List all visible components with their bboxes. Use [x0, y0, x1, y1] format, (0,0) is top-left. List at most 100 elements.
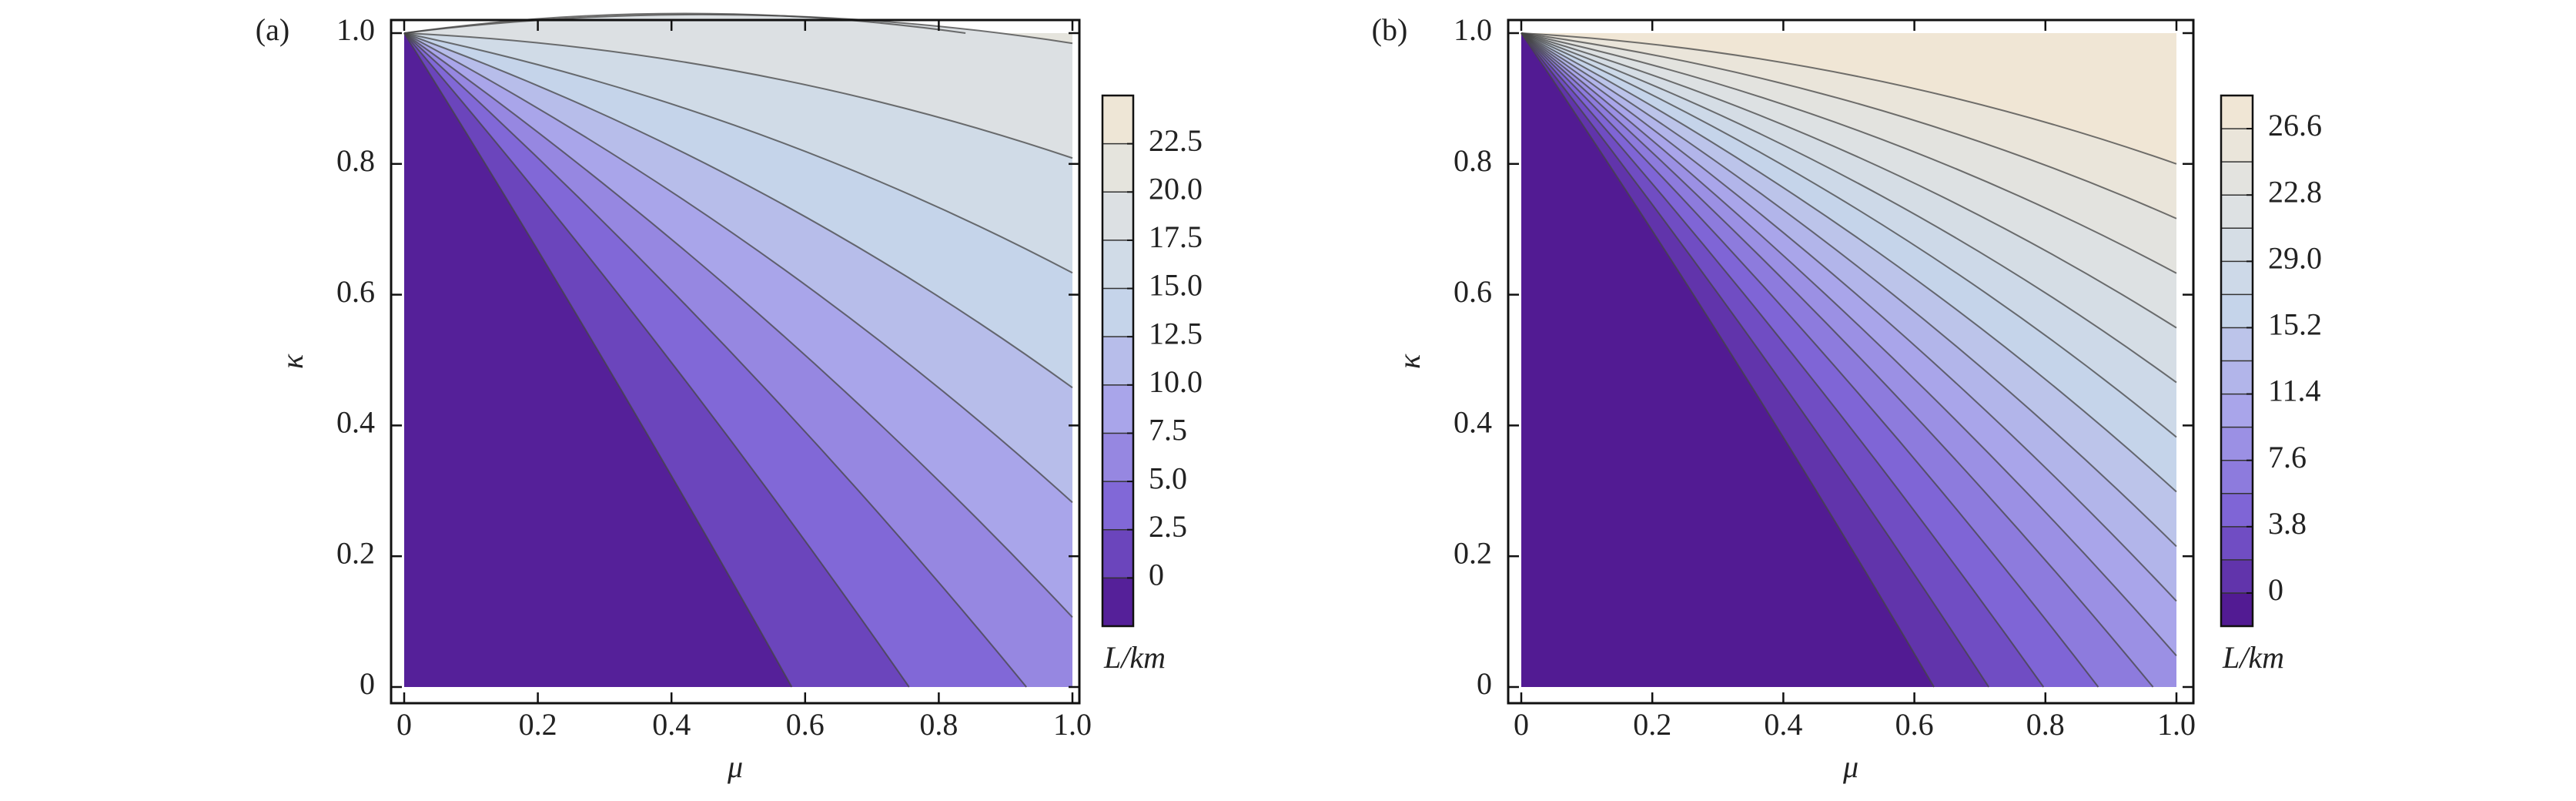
colorbar-tick-label: 20.0 [1149, 171, 1203, 206]
contour-line [403, 13, 1073, 45]
y-tick-label: 0.8 [1454, 143, 1492, 178]
x-tick-label: 1.0 [1053, 707, 1092, 742]
y-tick-label: 0.2 [336, 535, 375, 570]
x-tick-label: 1.0 [2157, 707, 2196, 742]
x-tick-label: 0.8 [2026, 707, 2065, 742]
contour-plot [403, 12, 1073, 688]
colorbar-frame [2220, 94, 2254, 628]
colorbar-band [2221, 96, 2253, 129]
colorbar-band [2221, 394, 2253, 427]
x-axis-label: μ [727, 749, 743, 784]
colorbar-band [2221, 162, 2253, 196]
colorbar-band [2221, 526, 2253, 560]
x-tick-label: 0.8 [919, 707, 958, 742]
contour-line [1521, 32, 1935, 688]
y-tick-label: 0 [360, 666, 375, 701]
colorbar-tick-label: 2.5 [1149, 509, 1187, 544]
contour-line [403, 32, 1073, 504]
contour-line [1521, 32, 2177, 384]
contour-line [1521, 32, 2177, 548]
colorbar-tick-label: 0 [2268, 572, 2283, 607]
colorbar-band [2221, 294, 2253, 328]
colorbar-tick-label: 22.5 [1149, 123, 1203, 158]
y-tick-label: 0.6 [336, 274, 375, 309]
y-tick-label: 1.0 [336, 12, 375, 47]
contour-line [1521, 32, 2177, 657]
y-axis-label: κ [1392, 354, 1427, 369]
contour-line [1521, 32, 2045, 688]
colorbar-band [1102, 384, 1133, 434]
y-tick-label: 0.4 [336, 405, 375, 440]
plot-frame [1507, 18, 2195, 705]
contour-line [403, 32, 1073, 389]
x-axis-label: μ [1842, 749, 1858, 784]
colorbar-band [1102, 529, 1133, 578]
colorbar-band [2221, 195, 2253, 229]
colorbar-tick-label: 7.6 [2268, 440, 2307, 474]
contour-line [1521, 32, 2154, 688]
x-tick-label: 0.2 [519, 707, 557, 742]
colorbar-band [1102, 192, 1133, 240]
panel-label: (a) [256, 12, 289, 47]
x-tick-label: 0.6 [1895, 707, 1934, 742]
contour-line [1521, 32, 2177, 329]
contour-line [1521, 32, 2177, 220]
colorbar-tick-label: 3.8 [2268, 506, 2307, 541]
colorbar-band [1102, 481, 1133, 530]
colorbar-tick-label: 29.0 [2268, 240, 2322, 275]
colorbar-band [1102, 240, 1133, 289]
colorbar-band [2221, 360, 2253, 394]
colorbar-band [1102, 433, 1133, 482]
contour-line [403, 32, 1073, 618]
colorbar-tick-label: 11.4 [2268, 374, 2321, 408]
y-tick-label: 0.4 [1454, 405, 1492, 440]
colorbar-label: L/km [2222, 640, 2284, 675]
x-tick-label: 0.4 [652, 707, 691, 742]
colorbar-tick-label: 15.2 [2268, 307, 2322, 342]
x-tick-label: 0.4 [1764, 707, 1802, 742]
colorbar-tick-label: 15.0 [1149, 268, 1203, 303]
colorbar-band [1102, 337, 1133, 385]
contour-line [1521, 32, 2177, 602]
colorbar-band [2221, 460, 2253, 494]
colorbar-frame [1101, 94, 1135, 628]
plot-frame [390, 18, 1081, 705]
colorbar-tick-label: 5.0 [1149, 461, 1187, 495]
contour-line [403, 32, 910, 688]
contour-line [1521, 32, 2177, 274]
colorbar-band [1102, 578, 1133, 626]
contour-band [1521, 33, 1935, 687]
contour-line [403, 32, 1027, 688]
y-tick-label: 0.8 [336, 143, 375, 178]
y-tick-label: 0.2 [1454, 535, 1492, 570]
colorbar-tick-label: 17.5 [1149, 220, 1203, 254]
y-tick-label: 0 [1477, 666, 1492, 701]
y-tick-label: 1.0 [1454, 12, 1492, 47]
colorbar-band [1102, 143, 1133, 193]
colorbar-tick-label: 22.8 [2268, 174, 2322, 209]
colorbar-tick-label: 10.0 [1149, 364, 1203, 399]
colorbar-band [2221, 327, 2253, 361]
panel-label: (b) [1372, 12, 1408, 47]
contour-line [403, 12, 966, 34]
x-tick-label: 0 [1514, 707, 1529, 742]
colorbar-tick-label: 0 [1149, 558, 1164, 592]
contour-line [403, 32, 793, 688]
colorbar-band [2221, 427, 2253, 461]
colorbar-band [2221, 228, 2253, 262]
colorbar-band [2221, 559, 2253, 593]
contour-line [1521, 32, 2177, 493]
contour-line [1521, 32, 2099, 688]
contour-line [403, 32, 1073, 274]
y-tick-label: 0.6 [1454, 274, 1492, 309]
colorbar-tick-label: 12.5 [1149, 316, 1203, 350]
colorbar-band [1102, 96, 1133, 144]
colorbar-band [2221, 592, 2253, 626]
contour-plot [1521, 32, 2177, 688]
contour-line [1521, 32, 2177, 438]
x-tick-label: 0.6 [786, 707, 825, 742]
colorbar-band [2221, 493, 2253, 527]
colorbar-label: L/km [1103, 640, 1166, 675]
colorbar-band [2221, 261, 2253, 295]
